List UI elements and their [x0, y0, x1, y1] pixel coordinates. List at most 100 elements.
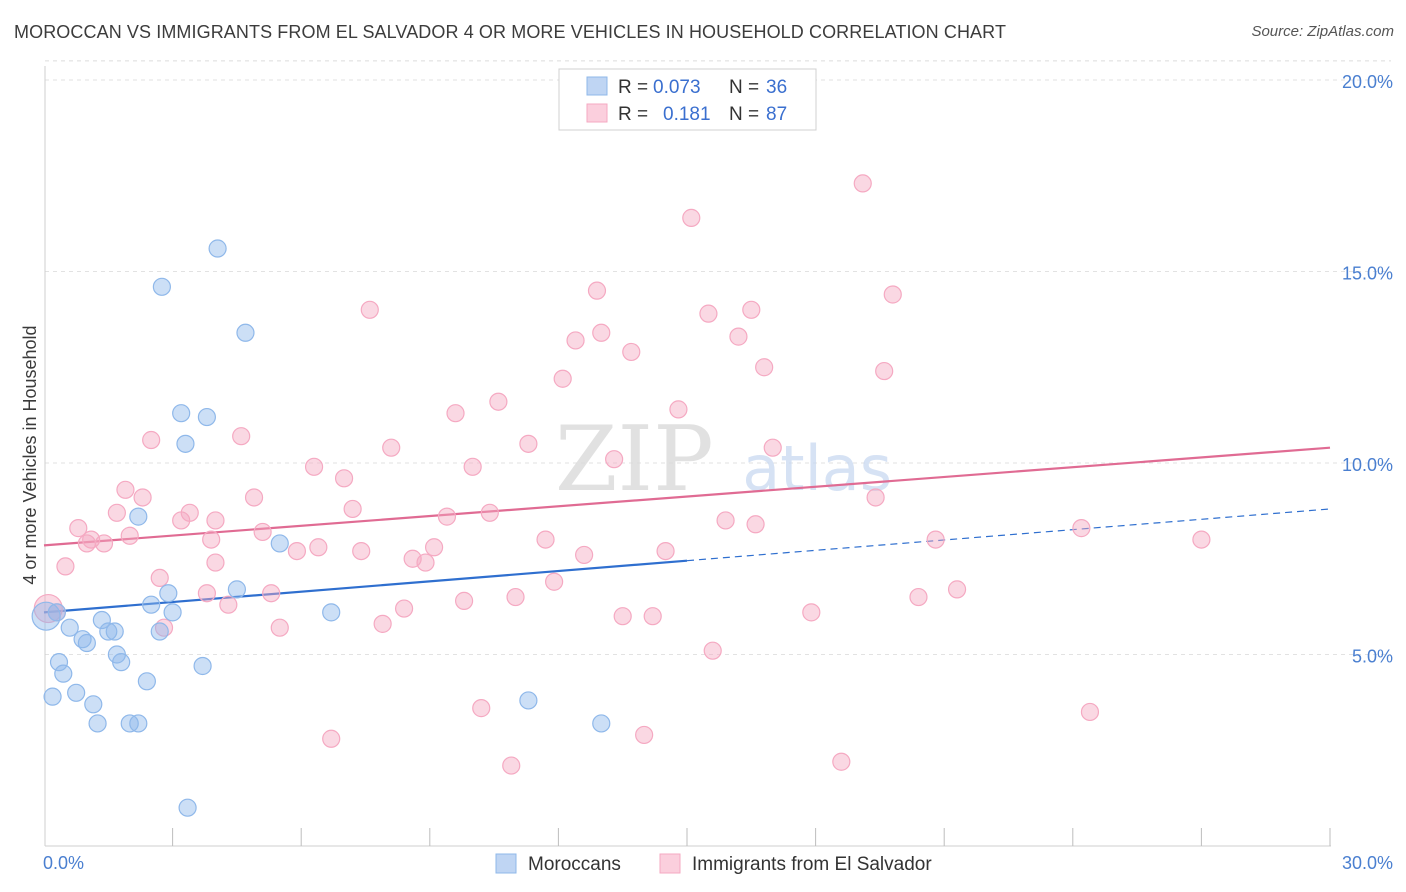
legend: R = 0.073 N = 36 R = 0.181 N = 87 — [558, 68, 817, 131]
legend-n-value-1: 36 — [766, 77, 787, 98]
bottom-legend-label-moroccans: Moroccans — [528, 854, 621, 875]
data-points — [31, 174, 1211, 817]
moroccans-point — [142, 595, 161, 614]
moroccans-point — [105, 622, 124, 641]
el-salvador-point — [270, 618, 289, 637]
moroccans-point — [592, 714, 611, 733]
el-salvador-point — [416, 553, 435, 572]
y-tick-label: 15.0% — [1342, 264, 1393, 284]
el-salvador-point — [703, 641, 722, 660]
el-salvador-point — [454, 591, 474, 610]
moroccans-point — [137, 672, 156, 691]
el-salvador-point — [56, 557, 75, 576]
el-salvador-point — [287, 541, 307, 561]
el-salvador-point — [142, 430, 161, 450]
el-salvador-point — [304, 457, 324, 476]
moroccans-point — [49, 653, 69, 672]
el-salvador-point — [566, 331, 585, 350]
el-salvador-point — [536, 530, 555, 549]
el-salvador-point — [669, 400, 688, 419]
el-salvador-point — [742, 300, 761, 319]
moroccans-point — [172, 404, 191, 423]
bottom-legend-label-el-salvador: Immigrants from El Salvador — [692, 854, 932, 875]
chart-title: MOROCCAN VS IMMIGRANTS FROM EL SALVADOR … — [14, 22, 1007, 42]
el-salvador-point — [832, 752, 851, 771]
el-salvador-point — [1072, 519, 1091, 538]
el-salvador-point — [909, 587, 928, 607]
el-salvador-point — [592, 323, 611, 342]
el-salvador-point — [502, 756, 521, 775]
x-tick-label-max: 30.0% — [1342, 853, 1393, 873]
moroccans-point — [270, 534, 289, 553]
el-salvador-point — [334, 469, 354, 488]
source-credit: Source: ZipAtlas.com — [1251, 23, 1394, 40]
el-salvador-point — [926, 530, 945, 549]
moroccans-point — [47, 603, 66, 622]
el-salvador-point — [587, 281, 607, 300]
moroccans-point — [163, 603, 182, 622]
el-salvador-point — [424, 538, 444, 557]
y-tick-label: 20.0% — [1342, 72, 1393, 92]
bottom-legend-swatch-moroccans — [495, 853, 517, 874]
el-salvador-point — [480, 503, 499, 522]
legend-r-value-1: 0.073 — [653, 77, 701, 98]
el-salvador-point — [206, 511, 225, 530]
trend-line-moroccans-extrapolated — [686, 508, 1331, 562]
el-salvador-point — [802, 603, 821, 622]
bottom-legend: Moroccans Immigrants from El Salvador — [495, 853, 932, 875]
el-salvador-point — [866, 488, 885, 507]
el-salvador-point — [545, 572, 564, 591]
el-salvador-point — [253, 522, 272, 542]
el-salvador-point — [755, 358, 774, 377]
y-tick-label: 5.0% — [1352, 647, 1393, 667]
el-salvador-point — [635, 725, 654, 745]
moroccans-point — [176, 434, 195, 453]
el-salvador-point — [875, 361, 894, 381]
moroccans-point — [67, 683, 86, 702]
el-salvador-point — [180, 503, 199, 522]
axes — [44, 66, 1331, 847]
legend-r-value-2: 0.181 — [663, 104, 711, 125]
el-salvador-point — [682, 208, 701, 227]
el-salvador-point — [622, 342, 641, 362]
legend-n-value-2: 87 — [766, 104, 787, 125]
moroccans-point — [54, 664, 73, 683]
y-axis-label: 4 or more Vehicles in Household — [20, 325, 40, 584]
el-salvador-point — [613, 607, 632, 626]
el-salvador-point — [343, 499, 362, 519]
el-salvador-point — [446, 404, 465, 423]
el-salvador-point — [219, 595, 238, 614]
moroccans-point — [193, 656, 212, 676]
el-salvador-point — [947, 580, 967, 599]
moroccans-point — [150, 622, 169, 641]
el-salvador-point — [575, 545, 594, 565]
el-salvador-point — [244, 488, 264, 507]
x-tick-label-min: 0.0% — [43, 853, 84, 873]
moroccans-point — [152, 277, 171, 296]
el-salvador-point — [746, 515, 765, 534]
legend-swatch-moroccans — [586, 76, 608, 96]
watermark: ZIP atlas — [555, 407, 892, 512]
el-salvador-point — [232, 427, 251, 446]
moroccans-point — [129, 714, 148, 733]
moroccans-point — [88, 714, 107, 733]
watermark-atlas: atlas — [742, 432, 892, 505]
trend-line-moroccans — [43, 559, 688, 614]
moroccans-point — [92, 610, 111, 630]
moroccans-point — [197, 407, 216, 427]
moroccans-point — [227, 580, 246, 599]
moroccans-point — [112, 653, 131, 672]
el-salvador-point — [763, 438, 782, 457]
el-salvador-point — [133, 488, 152, 507]
el-salvador-point — [120, 526, 139, 545]
el-salvador-point — [309, 538, 328, 557]
el-salvador-point — [437, 507, 457, 526]
el-salvador-point — [716, 511, 735, 530]
el-salvador-point — [519, 434, 538, 453]
el-salvador-point — [605, 450, 624, 469]
el-salvador-point — [883, 285, 902, 304]
el-salvador-point — [472, 699, 491, 718]
moroccans-point — [129, 507, 148, 526]
el-salvador-point — [150, 568, 169, 588]
